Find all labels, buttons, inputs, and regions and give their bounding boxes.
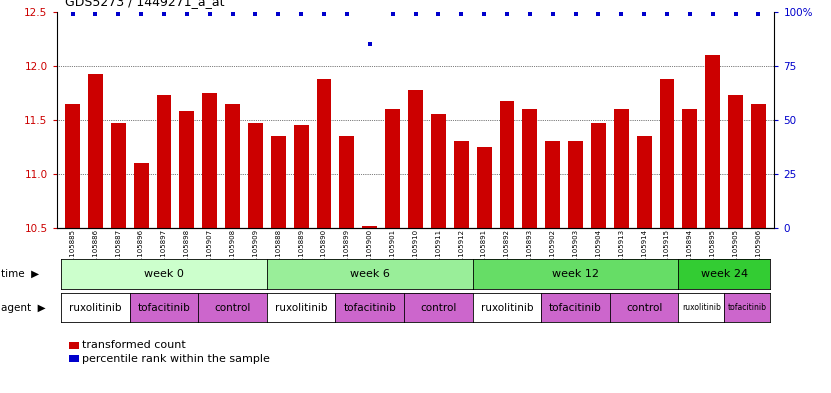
Point (661, 11, 674, 17)
Text: week 6: week 6 (350, 269, 390, 279)
Text: ruxolitinib: ruxolitinib (275, 303, 327, 312)
Point (89, 11, 102, 17)
Point (500, 11, 514, 17)
Text: ruxolitinib: ruxolitinib (69, 303, 121, 312)
Bar (65, 104, 80, 228)
Point (592, 11, 605, 17)
Bar (156, 95, 171, 228)
Bar (340, 136, 354, 228)
Point (203, 11, 216, 17)
Bar (271, 136, 286, 228)
Point (432, 11, 445, 17)
Bar (248, 123, 263, 228)
Point (409, 11, 422, 17)
Text: agent  ▶: agent ▶ (1, 303, 46, 312)
Bar (682, 109, 697, 228)
Bar (88, 75, 103, 228)
Point (248, 11, 262, 17)
Point (455, 11, 468, 17)
Point (66, 11, 79, 17)
Point (706, 11, 720, 17)
Text: tofacitinib: tofacitinib (728, 303, 766, 312)
Bar (591, 123, 606, 228)
Point (135, 11, 148, 17)
Bar (134, 163, 149, 228)
Text: tofacitinib: tofacitinib (343, 303, 396, 312)
Bar (499, 101, 514, 228)
Point (524, 11, 537, 17)
Point (386, 11, 399, 17)
Text: control: control (420, 303, 456, 312)
Bar (317, 79, 332, 228)
Point (569, 11, 583, 17)
Text: GDS5273 / 1449271_a_at: GDS5273 / 1449271_a_at (65, 0, 224, 8)
Bar (523, 109, 538, 228)
Bar (69, 342, 79, 349)
Text: week 12: week 12 (552, 269, 599, 279)
Bar (408, 90, 423, 228)
Point (729, 11, 742, 17)
Bar (69, 355, 79, 362)
Bar (568, 141, 583, 228)
Bar (202, 93, 217, 228)
Text: transformed count: transformed count (82, 340, 186, 351)
Point (317, 11, 331, 17)
Bar (637, 136, 652, 228)
Bar (293, 125, 308, 228)
Bar (386, 109, 400, 228)
Point (478, 11, 491, 17)
Point (637, 11, 651, 17)
Text: ruxolitinib: ruxolitinib (682, 303, 720, 312)
Point (340, 11, 353, 17)
Text: percentile rank within the sample: percentile rank within the sample (82, 354, 270, 364)
Bar (225, 104, 240, 228)
Point (111, 11, 125, 17)
Text: week 24: week 24 (701, 269, 748, 279)
Point (157, 11, 170, 17)
Point (294, 11, 307, 17)
Bar (728, 95, 743, 228)
Text: control: control (214, 303, 251, 312)
Point (226, 11, 239, 17)
Bar (431, 114, 445, 228)
Text: ruxolitinib: ruxolitinib (480, 303, 534, 312)
Bar (454, 141, 469, 228)
Bar (751, 104, 766, 228)
Bar (545, 141, 560, 228)
Bar (111, 123, 125, 228)
Point (363, 41, 376, 48)
Text: week 0: week 0 (144, 269, 184, 279)
Point (615, 11, 628, 17)
Bar (362, 226, 377, 228)
Text: time  ▶: time ▶ (1, 269, 39, 279)
Bar (660, 79, 675, 228)
Bar (179, 111, 194, 228)
Bar (706, 55, 720, 228)
Text: control: control (626, 303, 662, 312)
Text: tofacitinib: tofacitinib (549, 303, 602, 312)
Point (683, 11, 696, 17)
Text: tofacitinib: tofacitinib (138, 303, 190, 312)
Bar (477, 147, 491, 228)
Point (752, 11, 765, 17)
Point (272, 11, 285, 17)
Point (546, 11, 559, 17)
Bar (614, 109, 629, 228)
Point (180, 11, 194, 17)
